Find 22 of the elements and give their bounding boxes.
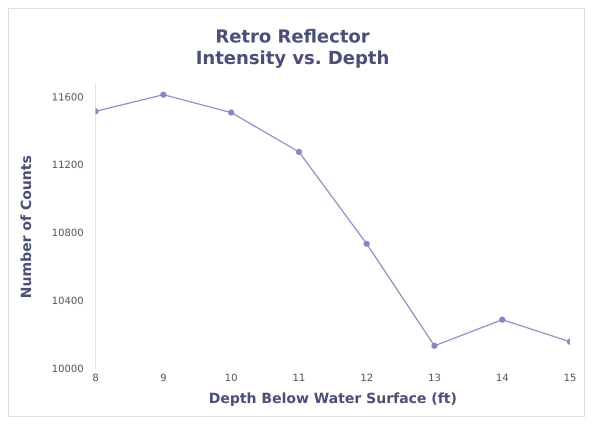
y-axis-title: Number of Counts (19, 155, 36, 298)
x-tick-label: 12 (360, 372, 374, 384)
x-tick-label: 10 (224, 372, 238, 384)
chart-title: Retro Reflector Intensity vs. Depth (196, 26, 390, 70)
y-tick-label: 10400 (52, 296, 84, 307)
point (364, 240, 370, 247)
point (499, 316, 506, 323)
point (296, 148, 302, 155)
x-tick-label: 13 (428, 372, 441, 384)
y-tick-label: 11200 (52, 160, 84, 172)
x-tick-label: 8 (92, 372, 99, 384)
y-tick-label: 10000 (52, 364, 84, 375)
x-tick-label: 15 (564, 372, 576, 384)
point (160, 92, 166, 98)
x-tick-label: 9 (160, 372, 167, 384)
point (431, 342, 438, 349)
x-axis-title: Depth Below Water Surface (ft) (208, 391, 457, 408)
x-tick-label: 11 (292, 372, 306, 384)
point (228, 109, 234, 116)
x-tick-label: 14 (496, 372, 509, 384)
y-tick-label: 11600 (52, 92, 84, 104)
y-tick-label: 10800 (52, 228, 84, 240)
